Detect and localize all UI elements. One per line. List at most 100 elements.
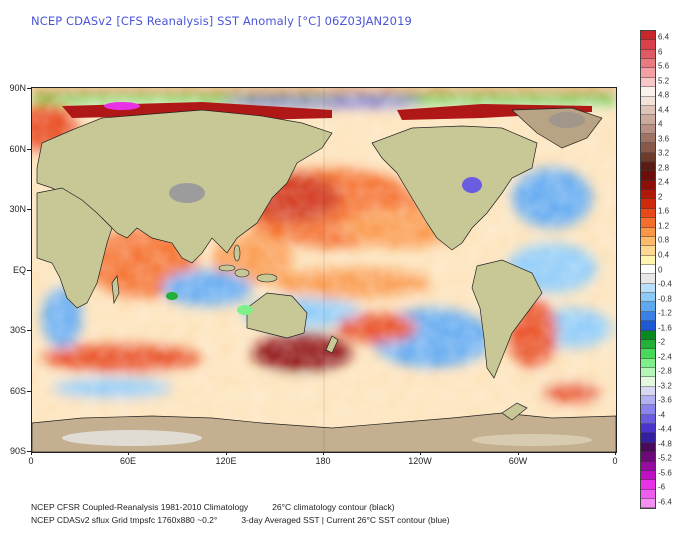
colorbar-segment [641,236,655,247]
lon-tick [31,452,32,455]
lon-label-60e: 60E [119,456,137,466]
colorbar-label: -1.6 [658,323,672,333]
colorbar-segment [641,218,655,228]
lat-tick [27,149,31,150]
footer-line-1: NCEP CFSR Coupled-Reanalysis 1981-2010 C… [31,502,395,512]
colorbar-segment [641,199,655,209]
colorbar-segment [641,133,655,144]
colorbar-label: 4 [658,119,663,129]
colorbar-segment [641,208,655,219]
colorbar-segment [641,171,655,181]
colorbar-segment [641,246,655,256]
lon-tick [518,452,519,455]
colorbar-segment [641,283,655,294]
colorbar-segment [641,396,655,406]
sst-anomaly-map [31,87,617,453]
colorbar-label: -3.2 [658,381,672,391]
colorbar-label: -4 [658,410,666,420]
colorbar-label: -5.6 [658,468,672,478]
map-title: NCEP CDASv2 [CFS Reanalysis] SST Anomaly… [31,14,412,28]
colorbar-label: 5.2 [658,76,670,86]
lat-label-60n: 60N [9,144,26,154]
colorbar-segment [641,470,655,481]
colorbar-segment [641,424,655,434]
colorbar-segment [641,31,655,41]
colorbar-label: 1.6 [658,206,670,216]
colorbar-segment [641,68,655,78]
colorbar-label: -0.4 [658,279,672,289]
colorbar-label: -2.8 [658,366,672,376]
colorbar-label: -1.2 [658,308,672,318]
colorbar-segment [641,274,655,284]
colorbar-label: -4.8 [658,439,672,449]
footer-line-2: NCEP CDASv2 sflux Grid tmpsfc 1760x880 ~… [31,515,450,525]
colorbar-label: 0.4 [658,250,670,260]
footer-current-contour: 3-day Averaged SST | Current 26°C SST co… [241,515,450,525]
colorbar-segment [641,377,655,387]
colorbar-segment [641,405,655,415]
footer-data-source: NCEP CDASv2 sflux Grid tmpsfc 1760x880 ~… [31,515,218,525]
lon-label-0: 0 [28,456,34,466]
lat-tick [27,209,31,210]
colorbar-segment [641,311,655,322]
colorbar-segment [641,330,655,340]
colorbar-segment [641,227,655,237]
colorbar-label: -4.4 [658,424,672,434]
colorbar-segment [641,293,655,303]
colorbar-segment [641,255,655,265]
colorbar-segment [641,124,655,134]
colorbar-segment [641,349,655,359]
footer-climatology-contour: 26°C climatology contour (black) [272,502,395,512]
colorbar-label: 2.8 [658,163,670,173]
colorbar-label: 6.4 [658,32,670,42]
colorbar-segment [641,414,655,425]
colorbar-label: 0 [658,265,663,274]
colorbar-segment [641,480,655,490]
colorbar-segment [641,115,655,125]
colorbar-label: 4.4 [658,105,670,115]
colorbar-label: -0.8 [658,294,672,304]
lon-label-120e: 120E [215,456,237,466]
colorbar-segment [641,162,655,172]
colorbar-segment [641,498,655,509]
colorbar-segment [641,452,655,462]
colorbar-segment [641,386,655,397]
colorbar-segment [641,143,655,153]
colorbar-segment [641,433,655,443]
colorbar-label: 6 [658,47,663,57]
lat-label-90s: 90S [9,446,26,456]
lon-tick [128,452,129,455]
colorbar-segment [641,77,655,88]
colorbar-label: -6.4 [658,497,672,507]
colorbar-segment [641,49,655,60]
lon-label-120w: 120W [408,456,432,466]
lon-tick [420,452,421,455]
lon-label-180: 180 [315,456,331,466]
colorbar-label: 4.8 [658,90,670,100]
colorbar-label: 1.2 [658,221,670,231]
colorbar-segment [641,358,655,368]
colorbar-segment [641,321,655,331]
colorbar-segment [641,302,655,312]
lat-tick [27,270,31,271]
colorbar-segment [641,442,655,453]
colorbar-label: -2 [658,337,666,347]
colorbar-label: -6 [658,482,666,492]
colorbar-segment [641,339,655,350]
lat-tick [27,391,31,392]
colorbar-label: 3.6 [658,134,670,144]
lat-label-60s: 60S [9,386,26,396]
colorbar [640,30,656,510]
colorbar-segment [641,152,655,163]
lat-label-30s: 30S [9,325,26,335]
lat-label-30n: 30N [9,204,26,214]
lat-tick [27,330,31,331]
colorbar-label: 3.2 [658,148,670,158]
lon-tick [323,452,324,455]
colorbar-segment [641,87,655,97]
colorbar-segment [641,180,655,191]
colorbar-label: -3.6 [658,395,672,405]
colorbar-label: 5.6 [658,61,670,71]
lon-tick [226,452,227,455]
colorbar-segment [641,367,655,378]
